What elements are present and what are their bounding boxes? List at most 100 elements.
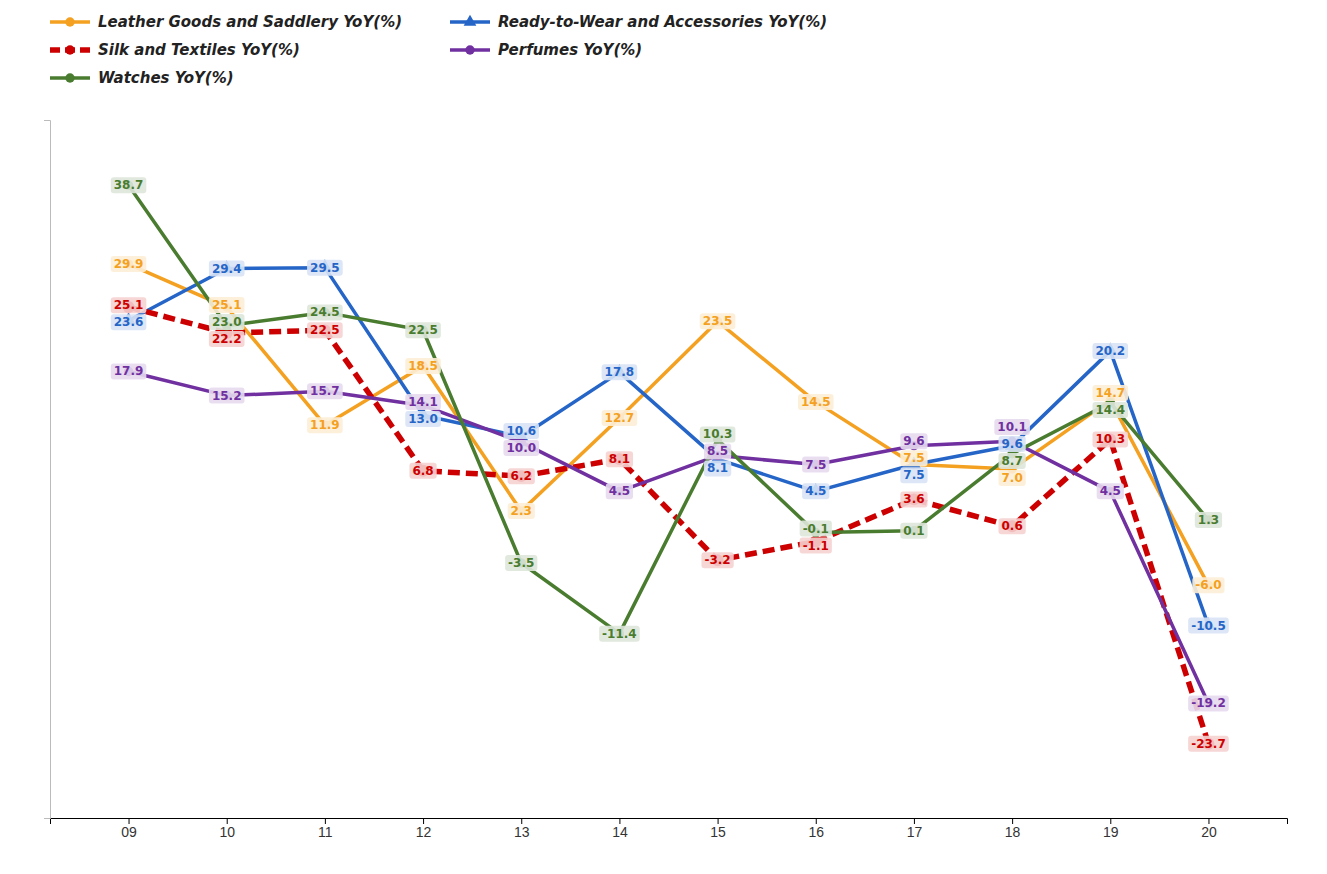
data-label-bg — [1195, 512, 1222, 528]
data-label: 10.3 — [1092, 431, 1128, 447]
legend-marker — [65, 73, 74, 82]
data-label-text: 8.1 — [707, 461, 728, 475]
data-label-bg — [998, 518, 1025, 534]
data-label-text: 25.1 — [212, 298, 242, 312]
data-label: 22.5 — [405, 322, 441, 338]
x-tick-label: 20 — [1201, 824, 1217, 840]
data-label: -1.1 — [800, 538, 832, 554]
data-label: 25.1 — [111, 297, 147, 313]
data-label-bg — [606, 483, 633, 499]
data-label-bg — [1188, 618, 1229, 634]
data-label-text: 18.5 — [408, 359, 438, 373]
data-label-text: 14.1 — [408, 395, 438, 409]
data-label-bg — [602, 364, 638, 380]
data-label-bg — [209, 314, 245, 330]
data-label-text: 17.8 — [605, 365, 635, 379]
data-label-text: 29.5 — [310, 261, 340, 275]
data-label-bg — [900, 491, 927, 507]
data-label: 8.1 — [606, 451, 633, 467]
data-label-bg — [209, 388, 245, 404]
data-label: 15.7 — [307, 383, 343, 399]
data-label-text: 4.5 — [805, 484, 826, 498]
data-labels: 38.729.925.123.617.929.425.123.022.215.2… — [111, 177, 1229, 751]
data-label: 20.2 — [1092, 343, 1128, 359]
data-label: 15.2 — [209, 388, 245, 404]
data-label-text: 23.0 — [212, 315, 242, 329]
data-label-text: 8.7 — [1001, 454, 1022, 468]
data-label: 14.7 — [1092, 385, 1128, 401]
data-label-bg — [701, 552, 733, 568]
data-label: 0.1 — [900, 523, 927, 539]
data-label: -23.7 — [1188, 736, 1229, 752]
data-label-text: 10.6 — [506, 424, 536, 438]
data-label-text: 29.4 — [212, 262, 242, 276]
marks — [121, 181, 1215, 750]
data-label-text: 20.2 — [1095, 344, 1125, 358]
data-label-text: 24.5 — [310, 305, 340, 319]
legend-item: Perfumes YoY(%) — [450, 41, 642, 59]
data-label: 8.7 — [998, 453, 1025, 469]
data-label-bg — [1092, 343, 1128, 359]
data-label: 0.6 — [998, 518, 1025, 534]
data-label-bg — [1092, 431, 1128, 447]
data-label-bg — [1188, 695, 1229, 711]
data-label-text: 4.5 — [1100, 484, 1121, 498]
data-label-text: 10.0 — [506, 441, 536, 455]
data-label-bg — [1092, 402, 1128, 418]
data-label-bg — [307, 383, 343, 399]
data-label: 2.3 — [508, 503, 535, 519]
data-label-bg — [405, 411, 441, 427]
data-label-text: 22.2 — [212, 332, 242, 346]
data-label-text: 22.5 — [408, 323, 438, 337]
data-label: 23.0 — [209, 314, 245, 330]
data-label-text: 7.5 — [903, 468, 924, 482]
data-label: 7.0 — [998, 470, 1025, 486]
data-label-text: -23.7 — [1191, 737, 1226, 751]
data-label-bg — [409, 463, 436, 479]
data-label-text: 6.8 — [412, 464, 433, 478]
legend-marker — [65, 17, 74, 26]
legend-label: Silk and Textiles YoY(%) — [98, 41, 300, 59]
data-label-text: 10.3 — [703, 427, 733, 441]
data-label: 23.5 — [700, 313, 736, 329]
data-label: 4.5 — [606, 483, 633, 499]
x-tick: 19 — [1103, 818, 1119, 840]
data-label: 8.1 — [704, 460, 731, 476]
data-label-bg — [505, 555, 537, 571]
x-tick-label: 19 — [1103, 824, 1119, 840]
x-tick-label: 14 — [612, 824, 628, 840]
data-label-bg — [998, 436, 1025, 452]
legend-marker — [465, 45, 474, 54]
data-label-bg — [704, 443, 731, 459]
data-label-text: 17.9 — [114, 364, 144, 378]
legend-item: Leather Goods and Saddlery YoY(%) — [50, 13, 402, 31]
x-tick: 16 — [808, 818, 824, 840]
legend-label: Watches YoY(%) — [98, 69, 234, 87]
data-label-text: -19.2 — [1191, 696, 1226, 710]
data-label-text: 0.1 — [903, 524, 924, 538]
data-label-text: 8.1 — [609, 452, 630, 466]
data-label-bg — [307, 260, 343, 276]
legend-item: Ready-to-Wear and Accessories YoY(%) — [450, 13, 827, 31]
data-label: 10.3 — [700, 426, 736, 442]
data-label-bg — [900, 467, 927, 483]
data-label-bg — [508, 468, 535, 484]
data-label-bg — [998, 470, 1025, 486]
legend-item: Silk and Textiles YoY(%) — [50, 41, 300, 59]
data-label-text: 4.5 — [609, 484, 630, 498]
data-label-text: -3.5 — [508, 556, 534, 570]
data-label: 29.9 — [111, 256, 147, 272]
data-label-bg — [111, 363, 147, 379]
x-tick-label: 13 — [514, 824, 530, 840]
x-tick: 13 — [514, 818, 530, 840]
data-label-bg — [307, 322, 343, 338]
x-tick: 15 — [710, 818, 726, 840]
data-label-bg — [405, 322, 441, 338]
x-tick: 20 — [1201, 818, 1217, 840]
data-label-text: -3.2 — [704, 553, 730, 567]
y-axis-line — [44, 121, 51, 819]
data-label: 6.2 — [508, 468, 535, 484]
data-label-text: 8.5 — [707, 444, 728, 458]
data-label: 11.9 — [307, 417, 343, 433]
data-label-bg — [503, 440, 539, 456]
